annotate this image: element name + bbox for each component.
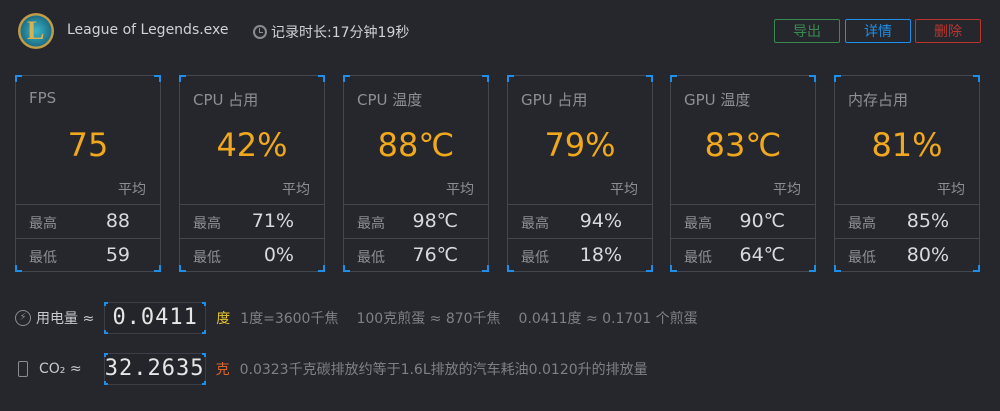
- min-row: 最低 80%: [835, 238, 979, 273]
- metric-min: 64℃: [739, 244, 785, 266]
- max-row: 最高 71%: [180, 204, 324, 239]
- metric-name: 内存占用: [848, 91, 909, 109]
- power-display: 0.0411: [104, 302, 207, 334]
- min-row: 最低 0%: [180, 238, 324, 273]
- corner-mark: [154, 265, 161, 272]
- chimney-icon: [18, 361, 28, 377]
- average-label: 平均: [773, 182, 801, 198]
- metric-name: GPU 占用: [521, 91, 588, 109]
- metric-name: GPU 温度: [684, 91, 751, 109]
- corner-mark: [809, 75, 816, 82]
- corner-mark: [482, 75, 489, 82]
- power-note-2: 100克煎蛋 ≈ 870千焦: [356, 311, 501, 327]
- lightning-icon: ⚡: [15, 310, 31, 326]
- average-label: 平均: [610, 182, 638, 198]
- metric-card: GPU 占用 79% 平均 最高 94% 最低 18%: [507, 75, 653, 272]
- metric-card: GPU 温度 83℃ 平均 最高 90℃ 最低 64℃: [670, 75, 816, 272]
- metric-name: CPU 占用: [193, 91, 259, 109]
- corner-mark: [834, 75, 841, 82]
- metric-average: 42%: [216, 126, 288, 164]
- corner-mark: [318, 265, 325, 272]
- co2-note: 0.0323千克碳排放约等于1.6L排放的汽车耗油0.0120升的排放量: [239, 362, 648, 378]
- lol-logo: L: [18, 13, 54, 49]
- average-label: 平均: [937, 182, 965, 198]
- metric-average: 83℃: [704, 126, 782, 164]
- average-label: 平均: [118, 182, 146, 198]
- corner-mark: [482, 265, 489, 272]
- metric-average: 75: [67, 126, 109, 164]
- max-row: 最高 94%: [508, 204, 652, 239]
- co2-unit: 克: [215, 362, 230, 378]
- corner-mark: [646, 265, 653, 272]
- metric-min: 0%: [263, 244, 294, 266]
- corner-mark: [973, 75, 980, 82]
- metric-max: 98℃: [412, 210, 458, 232]
- metric-average: 88℃: [377, 126, 455, 164]
- metric-max: 94%: [579, 210, 622, 232]
- power-label: 用电量 ≈: [36, 311, 95, 327]
- corner-mark: [507, 265, 514, 272]
- record-duration: 记录时长:17分钟19秒: [253, 22, 409, 42]
- max-row: 最高 90℃: [671, 204, 815, 239]
- corner-mark: [179, 265, 186, 272]
- metric-name: CPU 温度: [357, 91, 423, 109]
- corner-mark: [670, 75, 677, 82]
- metric-card: CPU 温度 88℃ 平均 最高 98℃ 最低 76℃: [343, 75, 489, 272]
- corner-mark: [15, 265, 22, 272]
- metric-max: 71%: [251, 210, 294, 232]
- power-note-1: 1度=3600千焦: [240, 311, 339, 327]
- duration-text: 记录时长:17分钟19秒: [271, 25, 410, 41]
- clock-icon: [253, 25, 267, 39]
- power-unit: 度: [216, 311, 231, 327]
- corner-mark: [343, 265, 350, 272]
- metric-average: 79%: [544, 126, 616, 164]
- corner-mark: [834, 265, 841, 272]
- metric-min: 80%: [906, 244, 949, 266]
- corner-mark: [670, 265, 677, 272]
- max-row: 最高 98℃: [344, 204, 488, 239]
- export-button[interactable]: 导出: [774, 19, 840, 43]
- corner-mark: [507, 75, 514, 82]
- corner-mark: [646, 75, 653, 82]
- corner-mark: [15, 75, 22, 82]
- app-title: League of Legends.exe: [67, 22, 229, 38]
- metric-name: FPS: [29, 89, 57, 107]
- corner-mark: [179, 75, 186, 82]
- corner-mark: [809, 265, 816, 272]
- co2-line: CO₂ ≈ 32.2635 克 0.0323千克碳排放约等于1.6L排放的汽车耗…: [15, 353, 648, 385]
- metric-min: 76℃: [412, 244, 458, 266]
- metric-max: 85%: [906, 210, 949, 232]
- min-row: 最低 18%: [508, 238, 652, 273]
- delete-button[interactable]: 删除: [915, 19, 981, 43]
- metric-card: CPU 占用 42% 平均 最高 71% 最低 0%: [179, 75, 325, 272]
- metric-average: 81%: [871, 126, 943, 164]
- max-row: 最高 88: [16, 204, 160, 239]
- average-label: 平均: [282, 182, 310, 198]
- co2-label: CO₂ ≈: [39, 361, 82, 377]
- metric-card: 内存占用 81% 平均 最高 85% 最低 80%: [834, 75, 980, 272]
- co2-display: 32.2635: [103, 353, 206, 385]
- power-line: ⚡ 用电量 ≈ 0.0411 度 1度=3600千焦 100克煎蛋 ≈ 870千…: [15, 302, 698, 334]
- min-row: 最低 64℃: [671, 238, 815, 273]
- max-row: 最高 85%: [835, 204, 979, 239]
- min-row: 最低 59: [16, 238, 160, 273]
- metric-min: 59: [105, 244, 130, 266]
- corner-mark: [343, 75, 350, 82]
- metric-card: FPS 75 平均 最高 88 最低 59: [15, 75, 161, 272]
- details-button[interactable]: 详情: [845, 19, 911, 43]
- min-row: 最低 76℃: [344, 238, 488, 273]
- average-label: 平均: [446, 182, 474, 198]
- metric-max: 88: [105, 210, 130, 232]
- corner-mark: [318, 75, 325, 82]
- corner-mark: [973, 265, 980, 272]
- power-note-3: 0.0411度 ≈ 0.1701 个煎蛋: [518, 311, 698, 327]
- corner-mark: [154, 75, 161, 82]
- metric-max: 90℃: [739, 210, 785, 232]
- metric-min: 18%: [579, 244, 622, 266]
